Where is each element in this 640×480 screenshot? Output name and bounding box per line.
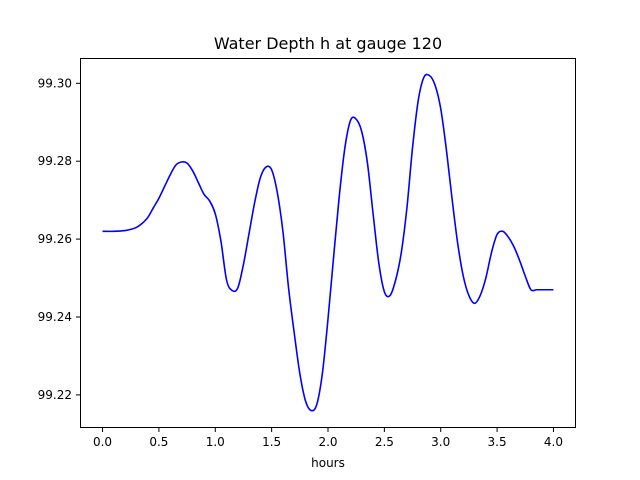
y-tick-label: 99.28 (38, 154, 72, 168)
x-tick-label: 2.5 (375, 435, 394, 449)
x-tick-label: 1.5 (262, 435, 281, 449)
series-line-0 (102, 73, 554, 412)
y-axis: 99.22 99.24 99.26 99.28 99.30 (38, 76, 80, 402)
chart-title: Water Depth h at gauge 120 (214, 34, 442, 53)
y-tick-label: 99.30 (38, 76, 72, 90)
y-tick-label: 99.22 (38, 388, 72, 402)
x-axis-label: hours (311, 456, 345, 470)
plot-frame (80, 58, 576, 428)
x-axis: 0.0 0.5 1.0 1.5 2.0 2.5 3.0 3.5 4.0 (93, 428, 563, 449)
x-tick-label: 2.0 (318, 435, 337, 449)
x-tick-label: 0.5 (149, 435, 168, 449)
x-tick-label: 4.0 (544, 435, 563, 449)
x-tick-label: 3.0 (431, 435, 450, 449)
plot-area (102, 73, 554, 412)
x-tick-label: 1.0 (206, 435, 225, 449)
x-tick-label: 0.0 (93, 435, 112, 449)
y-tick-label: 99.24 (38, 310, 72, 324)
x-tick-label: 3.5 (488, 435, 507, 449)
y-tick-label: 99.26 (38, 232, 72, 246)
